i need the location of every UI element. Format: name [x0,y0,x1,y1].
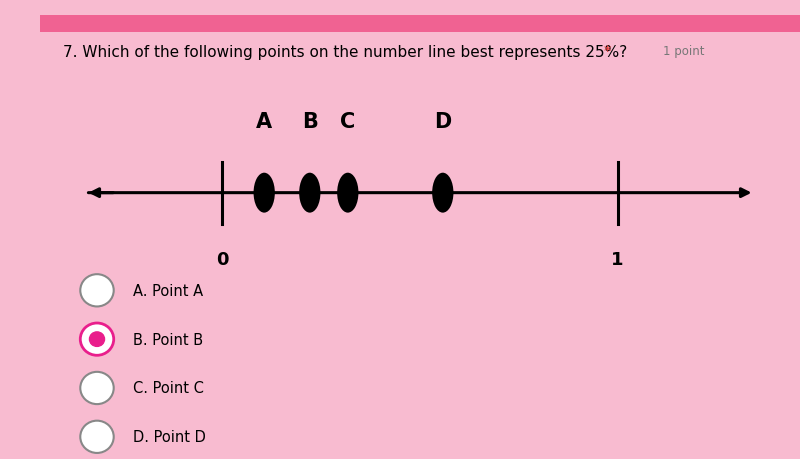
Text: C. Point C: C. Point C [133,381,203,396]
Ellipse shape [80,323,114,356]
Ellipse shape [80,421,114,453]
Text: D: D [434,111,451,131]
Ellipse shape [254,174,275,213]
Text: B: B [302,111,318,131]
Text: 0: 0 [216,251,229,269]
Text: C: C [340,111,355,131]
Ellipse shape [299,174,321,213]
Ellipse shape [432,174,454,213]
Text: *: * [598,45,611,60]
Text: A. Point A: A. Point A [133,283,203,298]
Ellipse shape [90,332,105,347]
Text: B. Point B: B. Point B [133,332,203,347]
Ellipse shape [337,174,358,213]
Bar [40,16,800,33]
Text: 1 point: 1 point [663,45,705,58]
Ellipse shape [80,372,114,404]
Ellipse shape [80,274,114,307]
Text: 7. Which of the following points on the number line best represents 25%?: 7. Which of the following points on the … [62,45,627,60]
Text: A: A [256,111,272,131]
Text: D. Point D: D. Point D [133,429,206,444]
Text: 1: 1 [611,251,624,269]
